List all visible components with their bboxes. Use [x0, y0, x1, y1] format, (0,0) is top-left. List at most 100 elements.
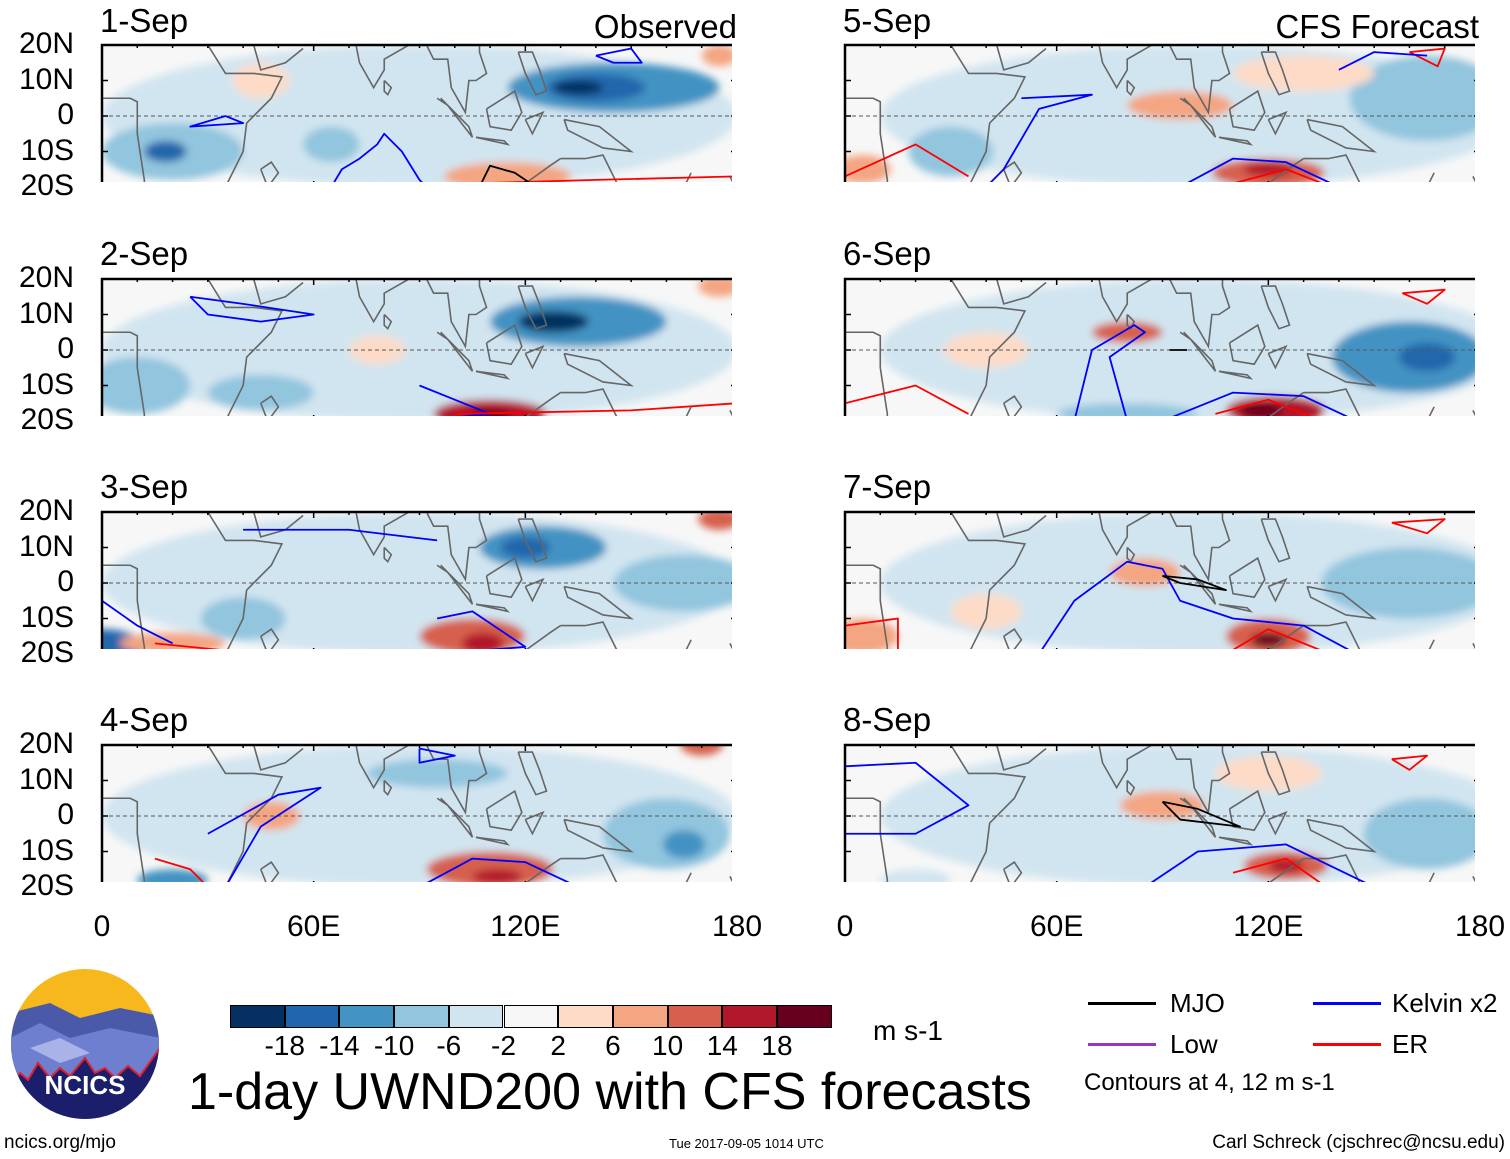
coastline [1306, 585, 1377, 620]
lat-label: 10S [20, 833, 74, 867]
coastline [252, 279, 304, 305]
coastline [1126, 779, 1136, 797]
coastline [525, 857, 562, 882]
coastline [685, 172, 692, 182]
lon-label: 60E [286, 910, 341, 943]
kelvin-contour [333, 132, 423, 182]
colorbar-label: -2 [491, 1030, 516, 1061]
coastline [845, 97, 889, 182]
legend-label-kelvin: Kelvin x2 [1392, 988, 1498, 1018]
kelvin-contour [1074, 324, 1146, 416]
colorbar-label: 18 [761, 1030, 793, 1061]
kelvin-contour [1041, 560, 1350, 649]
mjo-contour [1162, 575, 1227, 591]
wind-anomaly-region [602, 798, 730, 870]
lat-label: 10N [18, 762, 74, 796]
legend-label-er: ER [1392, 1029, 1429, 1059]
coastline [207, 745, 284, 882]
map-panel-2-Sep [100, 277, 732, 416]
coastline [485, 89, 523, 132]
wind-anomaly-region [1243, 162, 1294, 177]
coastline [845, 797, 889, 882]
map-panel-3-Sep [100, 510, 732, 649]
coastline [950, 745, 1027, 882]
coastline [475, 370, 511, 380]
coastline [685, 406, 692, 416]
coastline [1218, 603, 1254, 613]
lon-label: 0 [93, 910, 111, 943]
panel-date-8: 8-Sep [843, 701, 932, 738]
colorbar-units: m s-1 [873, 1015, 943, 1046]
colorbar-label: -18 [264, 1030, 305, 1061]
footer-url[interactable]: ncics.org/mjo [4, 1132, 116, 1153]
coastline [1303, 154, 1361, 182]
colorbar-label: 6 [605, 1030, 621, 1061]
map-panel-8-Sep [843, 743, 1475, 882]
lon-label: 120E [490, 910, 561, 943]
colorbar-swatch [667, 1005, 723, 1028]
coastline [425, 45, 488, 115]
coastline [1472, 875, 1475, 882]
wind-anomaly-region [137, 869, 208, 882]
er-contour [1391, 754, 1428, 771]
kelvin-contour [102, 600, 173, 645]
wind-anomaly-region [553, 80, 603, 95]
coastline [1228, 323, 1266, 366]
lat-label: 0 [57, 565, 74, 598]
figure-title: 1-day UWND200 with CFS forecasts [188, 1063, 1032, 1121]
coastline [560, 854, 618, 882]
colorbar-swatch [394, 1005, 449, 1028]
coastline [1081, 512, 1153, 557]
lon-label: 120E [1233, 910, 1304, 943]
coastline [517, 285, 548, 330]
wind-anomaly-region [461, 632, 505, 649]
footer-author: Carl Schreck (cjschrec@ncsu.edu) [1212, 1132, 1505, 1153]
legend-line-mjo [1088, 1002, 1156, 1005]
coastline [252, 45, 304, 71]
lat-label: 10N [18, 296, 74, 330]
coastline [1428, 872, 1435, 882]
mjo-contour [1161, 800, 1242, 828]
coastline [1081, 45, 1153, 90]
coastline [1303, 854, 1361, 882]
lat-label: 10N [18, 62, 74, 96]
lat-label: 10S [20, 133, 74, 167]
coastline [995, 512, 1047, 538]
ncics-logo: NCICS [11, 969, 159, 1119]
coastline [560, 621, 618, 649]
wind-anomaly-region [102, 745, 732, 882]
coastline [436, 564, 474, 605]
coastline [524, 577, 545, 603]
coastline [525, 157, 562, 182]
wind-anomaly-region [680, 745, 723, 756]
mjo-contour [480, 164, 531, 182]
map-panel-5-Sep [843, 43, 1475, 182]
coastline [383, 313, 393, 331]
coastline [1003, 161, 1023, 182]
coastline [260, 161, 280, 182]
wind-anomaly-region [880, 279, 1475, 416]
kelvin-contour [243, 528, 438, 542]
coastline [560, 388, 618, 416]
wind-anomaly-region [845, 155, 891, 182]
wind-anomaly-region [500, 536, 551, 559]
coastline [1228, 556, 1266, 599]
er-contour [1215, 398, 1312, 416]
coastline [563, 585, 634, 620]
coastline [524, 110, 545, 136]
kelvin-contour [845, 761, 970, 835]
wind-anomaly-region [303, 126, 360, 163]
coastline [338, 745, 410, 790]
coastline [425, 512, 488, 582]
er-contour [1234, 168, 1322, 182]
wind-anomaly-region [880, 869, 951, 882]
legend-line-low [1088, 1043, 1156, 1046]
coastline [252, 512, 304, 538]
wind-anomaly-region [472, 869, 522, 882]
coastline [845, 564, 889, 649]
coastline [207, 45, 284, 182]
coastline [524, 344, 545, 370]
lat-label: 0 [57, 332, 74, 365]
footer-timestamp: Tue 2017-09-05 1014 UTC [669, 1136, 824, 1151]
panel-date-4: 4-Sep [100, 701, 189, 738]
